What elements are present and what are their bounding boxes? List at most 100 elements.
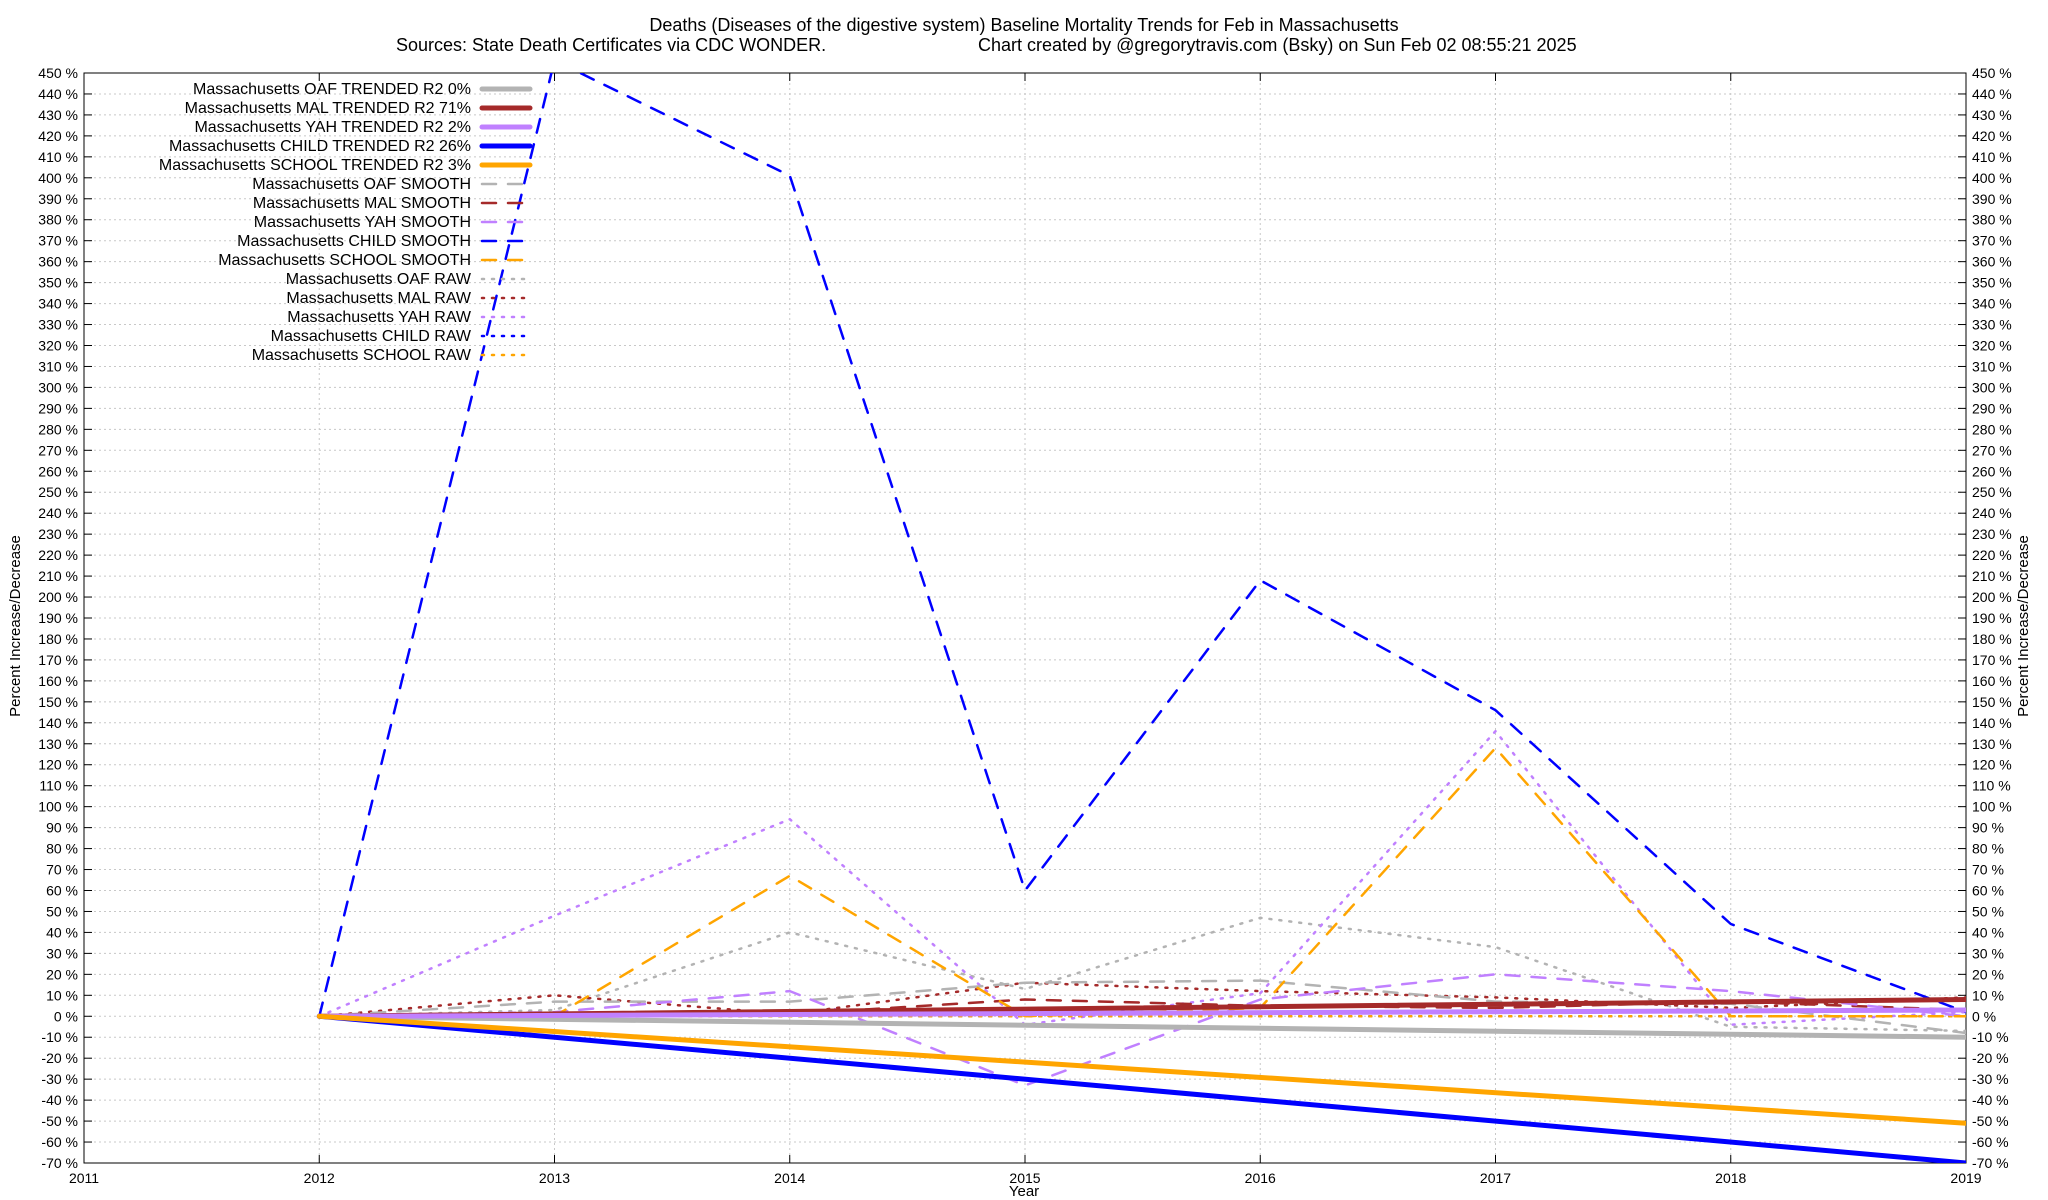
y2-tick-label: 330 % xyxy=(1972,317,2012,333)
y-tick-label: 180 % xyxy=(38,631,78,647)
legend-label-oaf-trend: Massachusetts OAF TRENDED R2 0% xyxy=(193,81,471,98)
y-tick-label: 70 % xyxy=(46,862,78,878)
y2-tick-label: -60 % xyxy=(1972,1134,2009,1150)
y2-tick-label: 450 % xyxy=(1972,65,2012,81)
y-tick-label: 350 % xyxy=(38,275,78,291)
y-tick-label: -60 % xyxy=(41,1134,78,1150)
y2-tick-label: 100 % xyxy=(1972,799,2012,815)
legend-label-mal-smooth: Massachusetts MAL SMOOTH xyxy=(253,195,471,212)
y-tick-label: -70 % xyxy=(41,1155,78,1171)
legend-label-yah-raw: Massachusetts YAH RAW xyxy=(287,309,472,326)
y2-tick-label: 50 % xyxy=(1972,903,2004,919)
y2-tick-label: 260 % xyxy=(1972,463,2012,479)
legend-label-oaf-raw: Massachusetts OAF RAW xyxy=(286,271,472,288)
y2-tick-label: 190 % xyxy=(1972,610,2012,626)
series-line-oaf-trend xyxy=(316,1013,1966,1040)
series-line-school-trend xyxy=(316,1013,1966,1126)
x-tick-label: 2017 xyxy=(1480,1170,1511,1186)
x-axis-label: Year xyxy=(1009,1183,1039,1200)
y-tick-label: 330 % xyxy=(38,317,78,333)
y-tick-label: -50 % xyxy=(41,1113,78,1129)
series-line-oaf-smooth xyxy=(318,979,1966,1035)
y2-tick-label: 270 % xyxy=(1972,442,2012,458)
y-tick-label: 110 % xyxy=(39,778,78,794)
y2-tick-label: 160 % xyxy=(1972,673,2012,689)
series-layer xyxy=(316,73,1966,1163)
y-tick-label: 170 % xyxy=(38,652,78,668)
y-tick-label: 450 % xyxy=(38,65,78,81)
y-tick-label: 10 % xyxy=(46,987,78,1003)
y2-tick-label: 210 % xyxy=(1972,568,2012,584)
legend-label-yah-trend: Massachusetts YAH TRENDED R2 2% xyxy=(194,119,471,136)
y2-tick-label: 350 % xyxy=(1972,275,2012,291)
y2-tick-label: -20 % xyxy=(1972,1050,2009,1066)
y-tick-label: -20 % xyxy=(41,1050,78,1066)
y-tick-label: 130 % xyxy=(38,736,78,752)
y-tick-label: 240 % xyxy=(38,505,78,521)
y-tick-label: 230 % xyxy=(38,526,78,542)
series-line-yah-smooth xyxy=(318,973,1966,1087)
y2-tick-label: 40 % xyxy=(1972,924,2004,940)
y-tick-label: 210 % xyxy=(38,568,78,584)
y2-tick-label: 240 % xyxy=(1972,505,2012,521)
y2-tick-label: -40 % xyxy=(1972,1092,2009,1108)
series-line-child-trend xyxy=(316,1013,1966,1163)
y-tick-label: 320 % xyxy=(38,338,78,354)
x-tick-label: 2012 xyxy=(304,1170,335,1186)
legend: Massachusetts OAF TRENDED R2 0% Massachus… xyxy=(159,81,533,364)
legend-label-yah-smooth: Massachusetts YAH SMOOTH xyxy=(254,214,471,231)
y-tick-label: 140 % xyxy=(38,715,78,731)
y2-tick-label: 390 % xyxy=(1972,191,2012,207)
y2-tick-label: 110 % xyxy=(1972,778,2011,794)
y-tick-label: 370 % xyxy=(38,233,78,249)
y2-tick-label: -50 % xyxy=(1972,1113,2009,1129)
y-tick-label: -10 % xyxy=(41,1029,78,1045)
y-tick-label: 0 % xyxy=(54,1008,78,1024)
y2-tick-label: 70 % xyxy=(1972,862,2004,878)
y-tick-label: 280 % xyxy=(38,421,78,437)
y2-tick-label: 380 % xyxy=(1972,212,2012,228)
legend-label-school-trend: Massachusetts SCHOOL TRENDED R2 3% xyxy=(159,157,471,174)
y-tick-label: 410 % xyxy=(38,149,78,165)
y-tick-label: 40 % xyxy=(46,924,78,940)
x-tick-label: 2019 xyxy=(1950,1170,1981,1186)
y2-tick-label: 10 % xyxy=(1972,987,2004,1003)
y-axis-label: Percent Increase/Decrease xyxy=(7,535,24,717)
y2-tick-label: 130 % xyxy=(1972,736,2012,752)
y2-tick-label: 170 % xyxy=(1972,652,2012,668)
y2-tick-label: 200 % xyxy=(1972,589,2012,605)
y-tick-label: 290 % xyxy=(38,400,78,416)
y-tick-label: 250 % xyxy=(38,484,78,500)
chart-title: Deaths (Diseases of the digestive system… xyxy=(649,15,1398,35)
y2-tick-label: 420 % xyxy=(1972,128,2012,144)
y2-tick-label: 340 % xyxy=(1972,296,2012,312)
y-tick-label: 390 % xyxy=(38,191,78,207)
y2-tick-label: 400 % xyxy=(1972,170,2012,186)
y-tick-label: 60 % xyxy=(46,883,78,899)
y2-tick-label: 220 % xyxy=(1972,547,2012,563)
y2-tick-label: 230 % xyxy=(1972,526,2012,542)
y2-tick-label: 30 % xyxy=(1972,945,2004,961)
series-line-yah-trend xyxy=(316,1007,1966,1019)
y-tick-label: 100 % xyxy=(38,799,78,815)
y2-tick-label: 150 % xyxy=(1972,694,2012,710)
series-line-child-smooth xyxy=(318,73,1966,1018)
y-tick-label: 430 % xyxy=(38,107,78,123)
y-tick-label: 80 % xyxy=(46,841,78,857)
legend-label-mal-trend: Massachusetts MAL TRENDED R2 71% xyxy=(185,100,471,117)
y2-tick-label: 80 % xyxy=(1972,841,2004,857)
y-tick-label: 270 % xyxy=(38,442,78,458)
y-tick-label: 400 % xyxy=(38,170,78,186)
chart-source: Sources: State Death Certificates via CD… xyxy=(396,35,826,55)
series-line-school-smooth xyxy=(318,746,1966,1018)
y-tick-label: 90 % xyxy=(46,820,78,836)
y2-tick-label: 310 % xyxy=(1972,358,2012,374)
y-tick-label: 310 % xyxy=(38,358,78,374)
y2-tick-label: 360 % xyxy=(1972,254,2012,270)
legend-label-child-smooth: Massachusetts CHILD SMOOTH xyxy=(237,233,471,250)
y2-tick-label: -30 % xyxy=(1972,1071,2009,1087)
y-tick-label: 440 % xyxy=(38,86,78,102)
y-tick-label: 200 % xyxy=(38,589,78,605)
y-tick-label: 340 % xyxy=(38,296,78,312)
